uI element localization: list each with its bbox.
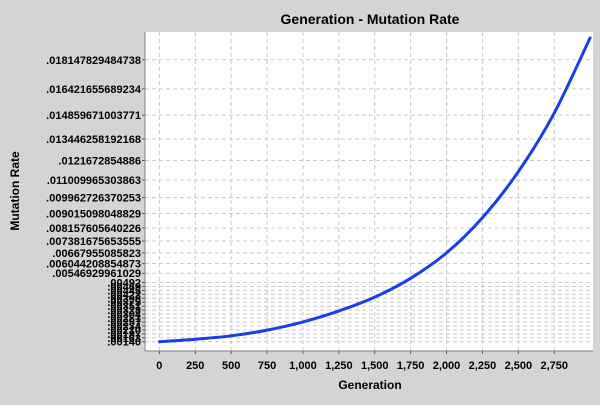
x-tick-label: 1,250 [325, 360, 353, 372]
y-tick-label: .00546929961029 [52, 268, 141, 280]
plot-area [145, 32, 593, 351]
series-line [157, 36, 592, 344]
y-tick-label: .008157605640226 [46, 223, 141, 235]
y-tick-label: .013446258192168 [46, 134, 141, 146]
y-tick-label: .00422 [107, 289, 141, 301]
y-tick-label: .00445 [107, 285, 141, 297]
grid-lines [145, 32, 593, 351]
y-tick-label: .00492 [107, 277, 141, 289]
x-tick-label: 500 [222, 360, 240, 372]
x-axis-label: Generation [338, 378, 401, 392]
chart-title: Generation - Mutation Rate [281, 11, 460, 27]
x-tick-label: 750 [258, 360, 276, 372]
y-tick-label: .00163 [107, 333, 141, 345]
x-tick-label: 1,000 [289, 360, 317, 372]
y-tick-label: .011009965303863 [47, 175, 141, 187]
y-tick-label: .016421655689234 [46, 84, 142, 96]
y-tick-label: .00351 [107, 301, 141, 313]
y-tick-label: .00234 [107, 321, 142, 333]
series-layer [157, 36, 592, 344]
y-tick-label: .014859671003771 [46, 110, 141, 122]
x-tick-label: 250 [186, 360, 204, 372]
x-tick-label: 2,250 [469, 360, 497, 372]
y-tick-label: .00140 [107, 337, 141, 349]
y-tick-label: .00210 [107, 325, 141, 337]
x-axis: 0 250 500 750 1,000 1,250 1,500 1,750 2,000 2,250… [145, 350, 593, 372]
y-tick-label: .00328 [107, 305, 141, 317]
y-tick-label: .00375 [107, 297, 141, 309]
y-axis: .00140.00163.00187.00210.00234.00257.002… [46, 32, 146, 351]
y-tick-label: .018147829484738 [46, 55, 141, 67]
y-tick-label: .00187 [107, 329, 141, 341]
y-tick-label: .009015098048829 [46, 209, 141, 221]
y-tick-label: .0121672854886 [58, 155, 141, 167]
x-tick-label: 1,500 [361, 360, 389, 372]
y-tick-label: .00304 [107, 309, 142, 321]
y-axis-label: Mutation Rate [8, 151, 22, 231]
y-tick-label: .00469 [107, 281, 141, 293]
x-tick-label: 1,750 [397, 360, 425, 372]
x-tick-label: 0 [156, 360, 162, 372]
x-tick-label: 2,000 [433, 360, 461, 372]
x-tick-label: 2,750 [540, 360, 568, 372]
y-tick-label: .00257 [107, 317, 141, 329]
y-tick-label: .007381675653555 [46, 236, 141, 248]
y-tick-label: .00667955085823 [52, 248, 141, 260]
y-tick-label: .009962726370253 [46, 193, 141, 205]
y-tick-label: .00281 [107, 313, 141, 325]
y-tick-label: .00398 [107, 293, 141, 305]
x-tick-label: 2,500 [505, 360, 533, 372]
y-tick-label: .006044208854873 [46, 259, 141, 271]
